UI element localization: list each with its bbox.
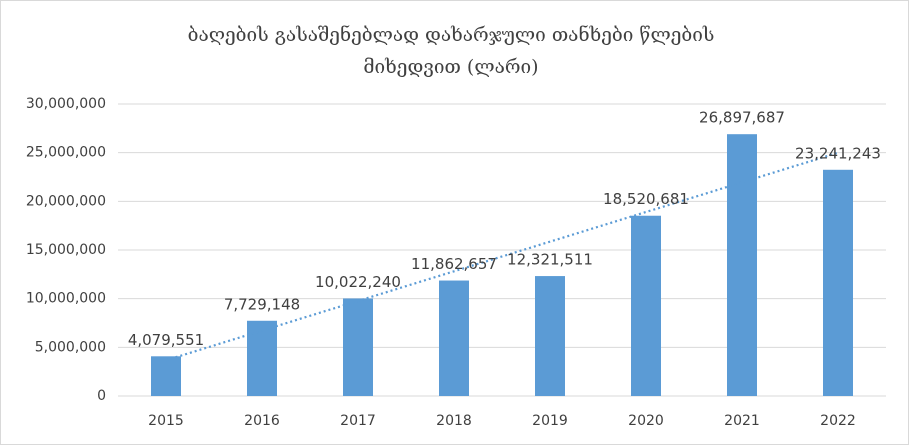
- y-tick-label: 10,000,000: [26, 291, 106, 307]
- data-label: 18,520,681: [603, 190, 689, 208]
- y-tick-label: 20,000,000: [26, 193, 106, 209]
- trendline: [165, 151, 839, 362]
- bar: [823, 169, 853, 396]
- x-tick-label: 2016: [244, 413, 280, 429]
- data-label: 7,729,148: [224, 295, 300, 313]
- x-tick-label: 2018: [436, 413, 472, 429]
- bar: [151, 356, 181, 396]
- data-label: 23,241,243: [795, 144, 881, 162]
- bar: [343, 298, 373, 396]
- y-tick-label: 0: [97, 388, 106, 404]
- x-tick-label: 2019: [532, 413, 568, 429]
- y-tick-label: 25,000,000: [26, 145, 106, 161]
- y-tick-label: 30,000,000: [26, 96, 106, 112]
- data-label: 4,079,551: [128, 331, 204, 349]
- data-label: 11,862,657: [411, 255, 497, 273]
- x-tick-label: 2020: [628, 413, 664, 429]
- chart-title: ბაღების გასაშენებლად დახარჯული თანხები წ…: [187, 24, 715, 78]
- x-tick-label: 2017: [340, 413, 376, 429]
- x-tick-label: 2015: [148, 413, 184, 429]
- y-tick-label: 15,000,000: [26, 242, 106, 258]
- data-label: 26,897,687: [699, 109, 785, 127]
- y-tick-label: 5,000,000: [35, 339, 106, 355]
- bar: [439, 280, 469, 396]
- x-tick-label: 2021: [724, 413, 760, 429]
- bar: [727, 134, 757, 396]
- data-label: 12,321,511: [507, 251, 593, 269]
- data-label: 10,022,240: [315, 273, 401, 291]
- bar: [631, 215, 661, 396]
- bar: [535, 276, 565, 396]
- x-tick-label: 2022: [820, 413, 856, 429]
- bar: [247, 320, 277, 396]
